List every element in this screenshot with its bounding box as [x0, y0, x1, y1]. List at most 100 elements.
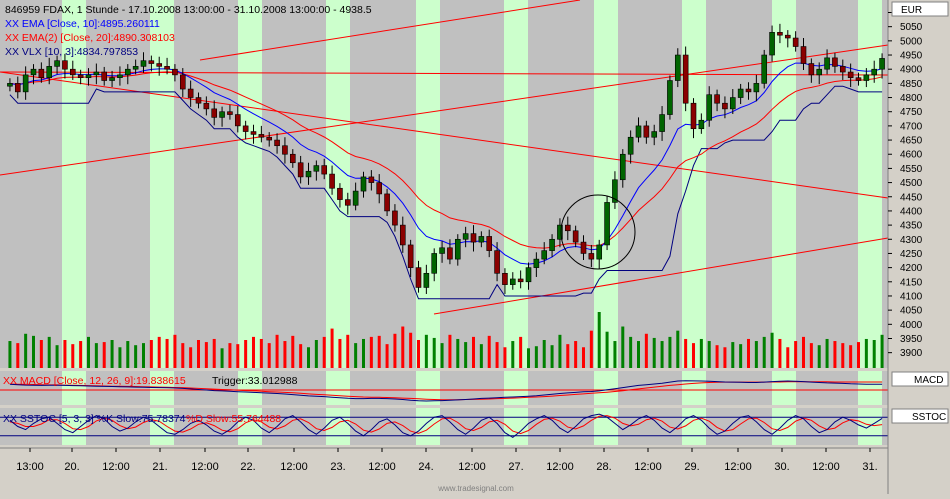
volume-bar	[110, 340, 114, 368]
price-panel-background	[0, 0, 888, 368]
candle	[494, 250, 500, 274]
candle	[219, 111, 225, 118]
volume-bar	[409, 332, 413, 368]
candle	[612, 179, 618, 203]
candle	[384, 193, 390, 212]
sstoc-d-legend: %D Slow:55.764488	[186, 413, 281, 425]
y-tick-label: 4350	[900, 221, 923, 232]
x-tick-label: 12:00	[812, 461, 840, 473]
candle	[132, 66, 139, 70]
volume-bar	[597, 312, 601, 368]
macd-line	[9, 380, 883, 402]
candle	[682, 54, 689, 104]
volume-bar	[8, 341, 12, 368]
volume-bar	[715, 345, 719, 368]
candle	[525, 267, 532, 283]
y-tick-label: 4500	[900, 178, 923, 189]
candle	[667, 80, 673, 115]
volume-bar	[291, 335, 295, 368]
candle	[847, 71, 854, 79]
volume-bar	[157, 336, 161, 368]
candle	[242, 125, 249, 132]
x-tick-label: 27.	[508, 461, 523, 473]
y-tick-label: 4300	[900, 235, 923, 246]
volume-bar	[872, 340, 876, 368]
volume-bar	[63, 340, 67, 368]
y-tick-label: 4550	[900, 164, 923, 175]
x-tick-label: 12:00	[724, 461, 752, 473]
candle	[533, 258, 540, 268]
y-tick-label: 4200	[900, 263, 923, 274]
volume-bar	[181, 343, 185, 368]
x-tick-label: 12:00	[368, 461, 396, 473]
volume-bar	[802, 336, 805, 368]
volume-bar	[16, 343, 20, 368]
trend-line	[0, 44, 889, 176]
candle	[674, 54, 681, 81]
volume-bar	[731, 342, 735, 368]
volume-bar	[495, 342, 499, 368]
y-tick-label: 4800	[900, 93, 923, 104]
volume-bar	[39, 340, 43, 368]
candle	[462, 233, 469, 240]
x-tick-label: 12:00	[280, 461, 308, 473]
candle	[635, 125, 642, 138]
candle	[77, 74, 84, 79]
y-tick-label: 4150	[900, 277, 923, 288]
candle	[871, 68, 878, 76]
x-tick-label: 12:00	[191, 461, 219, 473]
candle	[627, 136, 634, 155]
candle	[203, 102, 210, 110]
volume-bar	[794, 341, 798, 368]
candle	[376, 182, 383, 195]
volume-bar	[307, 347, 310, 368]
y-tick-label: 3950	[900, 334, 923, 345]
candle	[313, 165, 320, 172]
volume-bar	[652, 337, 656, 368]
volume-bar	[880, 334, 884, 368]
volume-bar	[417, 340, 420, 368]
session-highlight-band	[416, 0, 440, 445]
y-tick-label: 4600	[900, 150, 923, 161]
candle	[761, 54, 768, 84]
volume-bar	[707, 341, 711, 368]
volume-bar	[369, 336, 373, 368]
candle	[54, 60, 60, 67]
candle	[352, 190, 359, 206]
x-tick-label: 28.	[596, 461, 611, 473]
volume-bar	[841, 343, 845, 368]
ema10-line	[9, 62, 883, 265]
volume-bar	[212, 338, 216, 368]
candle	[478, 236, 485, 243]
candle	[769, 32, 775, 56]
volume-bar	[346, 334, 350, 368]
candle	[619, 153, 626, 181]
candle	[604, 202, 610, 246]
volume-bar	[275, 334, 279, 368]
volume-bar	[314, 340, 318, 368]
candle	[172, 68, 178, 76]
volume-bar	[71, 344, 75, 368]
volume-bar	[244, 340, 248, 368]
volume-bar	[817, 345, 821, 368]
volume-bar	[723, 347, 727, 368]
volume-bar	[519, 336, 523, 368]
volume-bar	[692, 343, 695, 368]
candle	[486, 236, 493, 251]
volume-bar	[126, 341, 130, 368]
volume-bar	[94, 343, 98, 368]
volume-bar	[589, 330, 593, 368]
volume-bar	[338, 338, 342, 368]
volume-bar	[362, 338, 365, 368]
volume-bar	[165, 338, 169, 368]
volume-bar	[550, 345, 554, 368]
sstoc-label-box	[891, 408, 949, 424]
candle	[344, 199, 351, 206]
session-highlight-band	[504, 0, 528, 445]
trend-line	[433, 237, 889, 315]
volume-bar	[283, 341, 287, 368]
candle	[148, 60, 155, 64]
volume-bar	[456, 338, 460, 368]
ema20-line	[9, 71, 883, 249]
candle	[195, 97, 202, 104]
